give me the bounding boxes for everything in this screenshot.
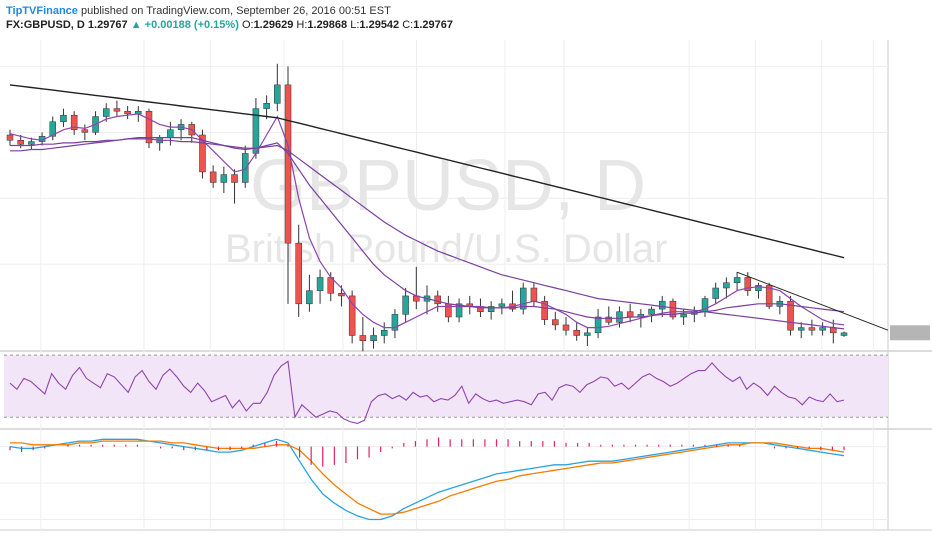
price-value: 1.29767 [87, 19, 128, 31]
candle-body [787, 300, 794, 331]
candle-body [648, 308, 655, 315]
published-text: published on TradingView.com, September … [80, 5, 391, 17]
change-value: ▲ +0.00188 (+0.15%) [130, 19, 239, 31]
candle-body [519, 287, 527, 310]
candle-body [434, 295, 441, 305]
candle-body [573, 329, 580, 336]
candle-body [402, 295, 409, 315]
candle-body [295, 242, 302, 305]
candle-body [541, 300, 548, 320]
close-label: C: [402, 19, 414, 31]
candle-body [765, 285, 773, 307]
candle-body [263, 103, 270, 109]
candle-body [808, 327, 816, 331]
candle-body [124, 110, 131, 115]
candle-body [220, 174, 228, 183]
candle-body [744, 277, 752, 291]
candle-body [348, 295, 356, 336]
open-label: O: [241, 19, 254, 31]
close-value: 1.29767 [413, 19, 453, 31]
candle-body [669, 300, 677, 318]
grid [0, 40, 932, 531]
candle-body [626, 311, 634, 318]
low-label: L: [350, 19, 360, 31]
candle-body [530, 287, 538, 302]
candle-body [455, 303, 463, 318]
ohlc-header: FX:GBPUSD, D 1.29767 ▲ +0.00188 (+0.15%)… [6, 19, 453, 31]
ma-long-line [9, 84, 845, 259]
candle-body [241, 153, 249, 183]
watermark-name: British Pound/U.S. Dollar [225, 227, 667, 271]
candle-body [306, 290, 313, 305]
candle-body [562, 324, 570, 331]
candle-body [81, 129, 89, 133]
candle-body [370, 335, 377, 342]
candle-body [6, 134, 14, 141]
candle-body [113, 108, 121, 112]
symbol-label: FX:GBPUSD, D [6, 19, 85, 31]
open-value: 1.29629 [253, 19, 294, 31]
candle-body [70, 114, 78, 130]
candle-body [498, 303, 506, 307]
rsi-panel[interactable] [4, 354, 888, 424]
chart-header: TipTVFinance published on TradingView.co… [6, 4, 391, 19]
ma-fast-line [9, 113, 845, 329]
candle-body [359, 335, 367, 342]
candle-body [712, 287, 719, 299]
signal-line [10, 440, 845, 515]
candle-body [594, 316, 602, 334]
macd-panel[interactable] [9, 437, 845, 521]
candle-body [102, 108, 110, 117]
candle-body [380, 329, 388, 336]
rsi-band [4, 355, 888, 418]
candle-body [584, 332, 591, 336]
candle-body [840, 332, 848, 336]
candle-body [167, 129, 174, 138]
candle-body [49, 121, 57, 137]
candle-body [338, 293, 345, 297]
publisher-name[interactable]: TipTVFinance [6, 5, 78, 17]
low-value: 1.29542 [359, 19, 400, 31]
candle-body [209, 171, 217, 183]
trendline [736, 271, 889, 331]
candle-body [616, 311, 623, 323]
candle-body [199, 134, 206, 173]
high-label: H: [296, 19, 308, 31]
candle-body [17, 140, 24, 145]
candle-body [733, 277, 741, 283]
candle-body [819, 327, 826, 331]
ma-mid-line [10, 138, 845, 330]
axes [890, 325, 930, 341]
candle-body [487, 306, 495, 312]
candle-body [755, 285, 762, 291]
high-value: 1.29868 [307, 19, 348, 31]
candle-body [316, 277, 324, 291]
macd-line [9, 438, 845, 521]
rsi-line [9, 360, 845, 424]
candle-body [391, 314, 399, 331]
candle-body [605, 316, 613, 323]
candle-body [552, 319, 559, 326]
candle-body [797, 327, 805, 331]
candle-body [445, 303, 452, 318]
candle-body [145, 110, 153, 144]
candle-body [274, 84, 281, 104]
candle-body [60, 114, 67, 123]
candle-body [723, 282, 730, 289]
last-price-badge [890, 325, 930, 341]
candle-body [658, 300, 666, 310]
candle-body [680, 314, 687, 318]
price-panel[interactable] [6, 63, 889, 352]
candle-body [231, 174, 238, 183]
candle-body [284, 84, 292, 244]
candle-body [28, 141, 35, 145]
